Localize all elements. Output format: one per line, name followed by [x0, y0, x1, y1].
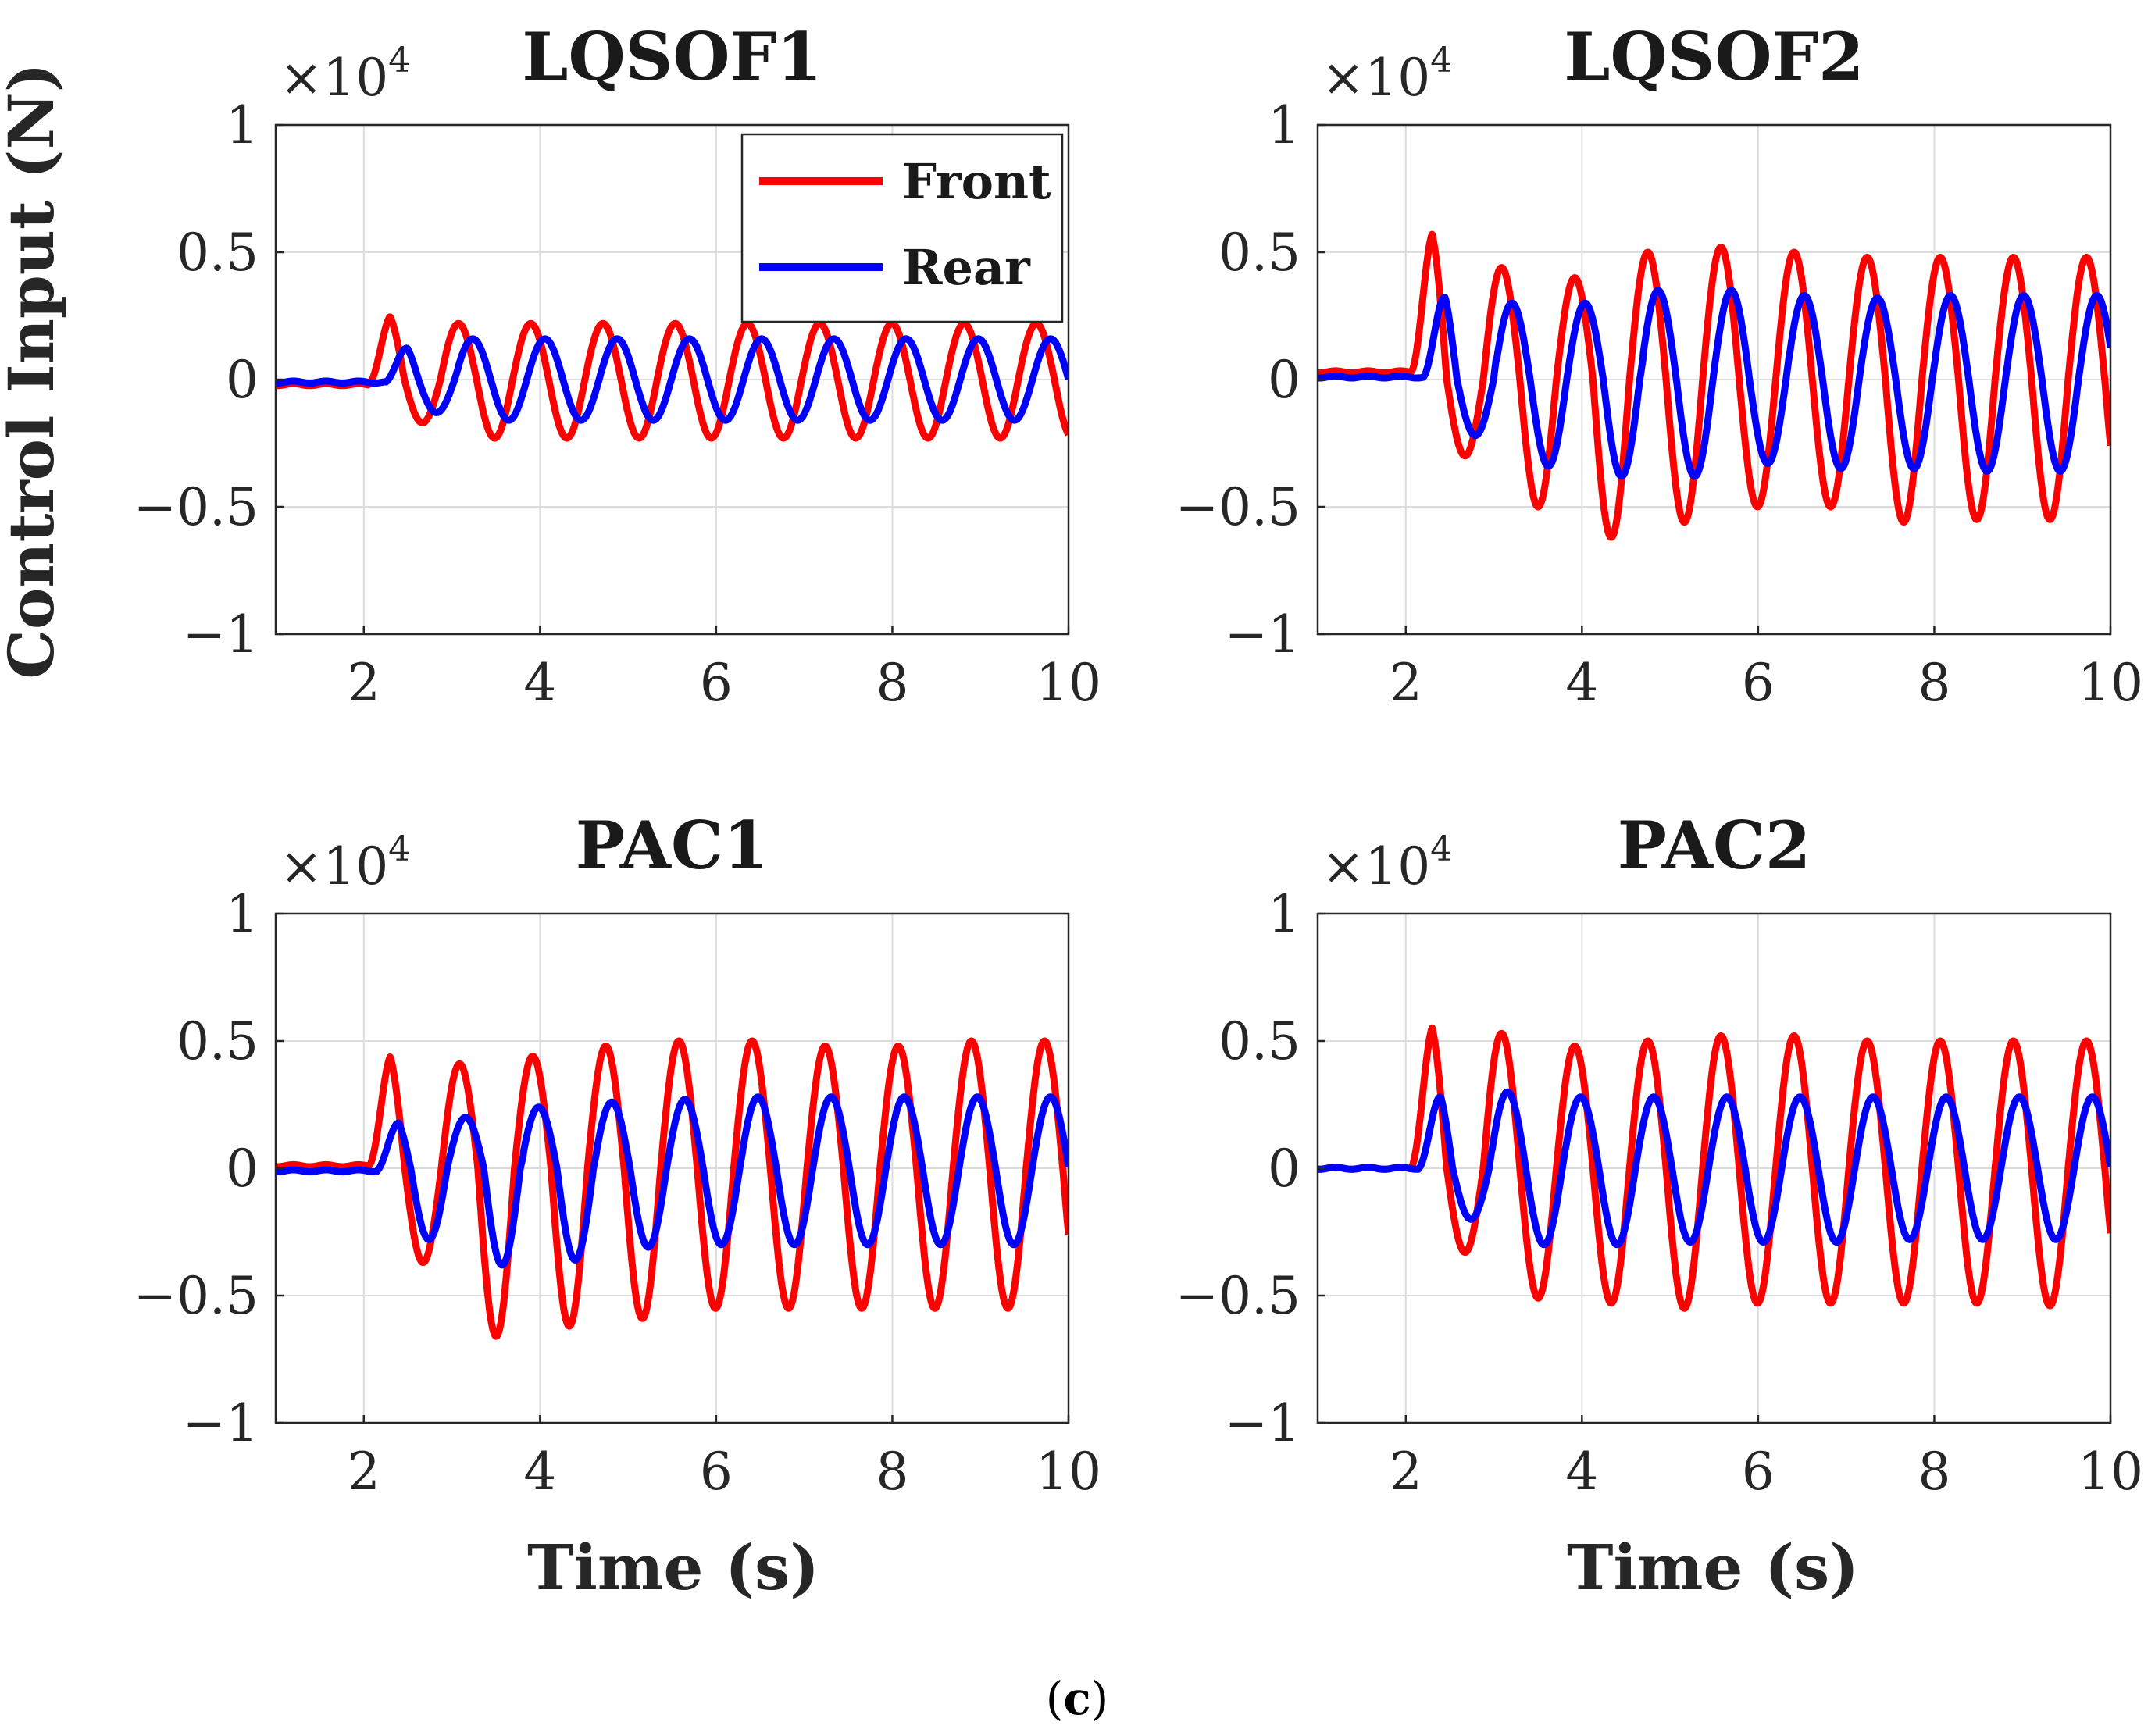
- y-exponent-label: ×104: [280, 829, 410, 897]
- x-tick-label: 10: [1036, 1442, 1101, 1502]
- legend-label-rear: Rear: [902, 239, 1031, 296]
- y-tick-label: −1: [183, 1393, 259, 1453]
- y-tick-label: −1: [1225, 1393, 1300, 1453]
- x-tick-label: 4: [523, 653, 556, 713]
- y-tick-label: 0: [1268, 1139, 1300, 1199]
- chart-title: LQSOF2: [1564, 18, 1864, 95]
- y-tick-label: −0.5: [134, 1266, 259, 1326]
- series-line-front: [276, 1037, 1069, 1340]
- y-tick-label: 0.5: [1218, 223, 1300, 283]
- legend: Front Rear: [740, 133, 1064, 323]
- x-tick-label: 10: [2078, 1442, 2143, 1502]
- chart-panel-pac1: 2 4 6 8 10 1 0.5 0 −0.5 −1 ×104 PAC1: [134, 807, 1101, 1502]
- x-tick-label: 2: [1390, 653, 1422, 713]
- series-line-front: [1318, 1024, 2110, 1312]
- y-tick-label: −0.5: [1176, 1266, 1300, 1326]
- chart-title: PAC2: [1618, 807, 1811, 884]
- x-tick-label: 6: [1742, 653, 1775, 713]
- x-tick-label: 6: [1742, 1442, 1775, 1502]
- y-tick-label: −0.5: [134, 477, 259, 537]
- chart-panel-lqsof2: 2 4 6 8 10 1 0.5 0 −0.5 −1 ×104 LQSOF2: [1176, 18, 2143, 713]
- y-exponent-label: ×104: [1322, 829, 1452, 897]
- legend-label-front: Front: [902, 153, 1051, 210]
- y-tick-label: 0: [226, 350, 259, 410]
- series-line-rear: [1318, 1088, 2110, 1249]
- x-tick-label: 2: [1390, 1442, 1422, 1502]
- x-tick-label: 10: [2078, 653, 2143, 713]
- y-tick-label: 0.5: [1218, 1011, 1300, 1071]
- x-tick-label: 6: [700, 1442, 733, 1502]
- x-axis-label-right: Time (s): [1567, 1531, 1859, 1604]
- y-tick-label: −1: [183, 604, 259, 665]
- x-tick-label: 8: [1918, 653, 1950, 713]
- series-line-rear: [276, 335, 1069, 424]
- x-tick-label: 2: [348, 1442, 380, 1502]
- x-tick-label: 8: [876, 1442, 908, 1502]
- series-line-rear: [276, 1093, 1069, 1269]
- y-tick-label: 1: [226, 95, 259, 155]
- y-tick-label: 1: [226, 884, 259, 944]
- chart-title: LQSOF1: [522, 18, 822, 95]
- chart-title: PAC1: [576, 807, 769, 884]
- x-tick-label: 4: [523, 1442, 556, 1502]
- x-tick-label: 6: [700, 653, 733, 713]
- y-tick-label: 0: [1268, 350, 1300, 410]
- y-tick-label: 1: [1268, 95, 1300, 155]
- x-axis-label-left: Time (s): [527, 1531, 819, 1604]
- legend-box: [740, 133, 1064, 323]
- y-tick-label: 1: [1268, 884, 1300, 944]
- y-exponent-label: ×104: [280, 41, 410, 108]
- y-tick-label: 0.5: [177, 1011, 259, 1071]
- x-tick-label: 8: [876, 653, 908, 713]
- figure-caption: (c): [1046, 1672, 1109, 1725]
- x-tick-label: 2: [348, 653, 380, 713]
- series-line-front: [276, 313, 1069, 442]
- y-tick-label: 0: [226, 1139, 259, 1199]
- x-tick-label: 10: [1036, 653, 1101, 713]
- y-tick-label: 0.5: [177, 223, 259, 283]
- x-tick-label: 8: [1918, 1442, 1950, 1502]
- y-tick-label: −0.5: [1176, 477, 1300, 537]
- x-tick-label: 4: [1565, 653, 1598, 713]
- x-tick-label: 4: [1565, 1442, 1598, 1502]
- chart-panel-lqsof1: 2 4 6 8 10 1 0.5 0 −0.5 −1 ×104 LQSOF1 Front Rear: [134, 18, 1101, 713]
- y-tick-label: −1: [1225, 604, 1300, 665]
- chart-panel-pac2: 2 4 6 8 10 1 0.5 0 −0.5 −1 ×104 PAC2: [1176, 807, 2143, 1502]
- y-exponent-label: ×104: [1322, 41, 1452, 108]
- series-line-front: [1318, 230, 2110, 541]
- y-axis-label: Control Input (N): [0, 62, 68, 679]
- series-line-rear: [1318, 287, 2110, 480]
